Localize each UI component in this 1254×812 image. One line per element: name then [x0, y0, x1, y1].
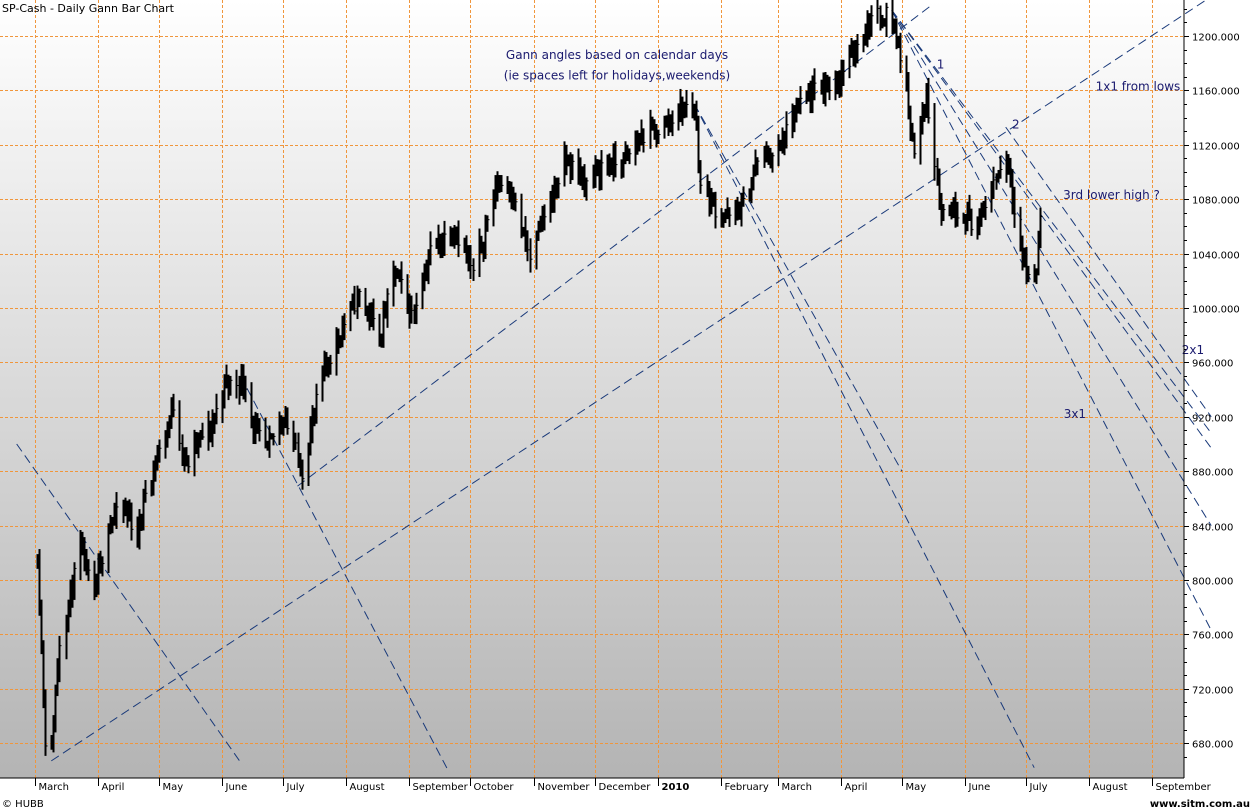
annotation-label: 2x1 [1182, 343, 1204, 357]
annotations: Gann angles based on calendar days (ie sp… [504, 48, 1204, 421]
x-tick-label: 2010 [662, 782, 690, 793]
gann-line [51, 0, 1207, 762]
x-tick-label: April [845, 782, 868, 793]
x-tick-label: April [102, 782, 125, 793]
y-tick-label: 1040.000 [1192, 251, 1240, 262]
x-tick-label: June [968, 782, 991, 793]
annotation-label: Gann angles based on calendar days [506, 48, 728, 62]
x-tick-label: September [1156, 782, 1212, 793]
x-tick-label: July [1029, 782, 1048, 793]
x-tick-label: August [1093, 782, 1128, 793]
y-tick-label: 680.000 [1192, 740, 1233, 751]
annotation-label: (ie spaces left for holidays,weekends) [504, 69, 730, 83]
grid-lines [0, 0, 1184, 778]
x-tick-label: February [725, 782, 769, 793]
x-tick-label: March [782, 782, 812, 793]
x-tick-label: October [474, 782, 515, 793]
x-tick-label: December [599, 782, 652, 793]
y-tick-label: 880.000 [1192, 468, 1233, 479]
x-tick-label: September [413, 782, 469, 793]
gann-line [1005, 126, 1212, 418]
chart-title: SP-Cash - Daily Gann Bar Chart [2, 2, 174, 15]
annotation-label: 1 [937, 58, 945, 72]
y-tick-label: 960.000 [1192, 359, 1233, 370]
x-tick-label: November [538, 782, 591, 793]
copyright-label: © HUBB [2, 799, 44, 810]
x-tick-label: August [350, 782, 385, 793]
x-tick-label: July [286, 782, 305, 793]
annotation-label: 3x1 [1064, 407, 1086, 421]
y-tick-label: 1200.000 [1192, 33, 1240, 44]
gann-line [891, 9, 1212, 449]
y-tick-label: 840.000 [1192, 523, 1233, 534]
y-tick-label: 1120.000 [1192, 142, 1240, 153]
gann-line [693, 103, 903, 472]
price-bars [36, 0, 1043, 756]
gann-line [891, 9, 1212, 526]
y-tick-label: 920.000 [1192, 414, 1233, 425]
gann-line [693, 103, 1035, 768]
gann-line [16, 443, 241, 763]
x-tick-label: May [906, 782, 927, 793]
x-tick-label: June [225, 782, 248, 793]
y-tick-label: 800.000 [1192, 577, 1233, 588]
x-tick-label: March [39, 782, 69, 793]
y-tick-label: 1080.000 [1192, 196, 1240, 207]
plot-background [0, 0, 1184, 778]
y-axis-panel [1184, 0, 1254, 812]
website-label: www.sitm.com.au [1149, 799, 1250, 810]
y-tick-label: 1000.000 [1192, 305, 1240, 316]
annotation-label: 2 [1012, 117, 1020, 131]
y-tick-label: 760.000 [1192, 631, 1233, 642]
gann-line [240, 375, 449, 771]
y-axis-ticks: 680.000 720.000 760.000 800.000 840.000 880.0… [1184, 9, 1240, 758]
x-tick-label: May [163, 782, 184, 793]
x-axis-panel [0, 778, 1184, 812]
x-axis-ticks: March April May June July August September Octo… [35, 778, 1212, 793]
y-tick-label: 1160.000 [1192, 87, 1240, 98]
annotation-label: 3rd lower high ? [1063, 188, 1160, 202]
annotation-label: 1x1 from lows [1096, 79, 1181, 93]
y-tick-label: 720.000 [1192, 686, 1233, 697]
gann-line [891, 9, 1212, 631]
gann-line [891, 9, 1212, 434]
